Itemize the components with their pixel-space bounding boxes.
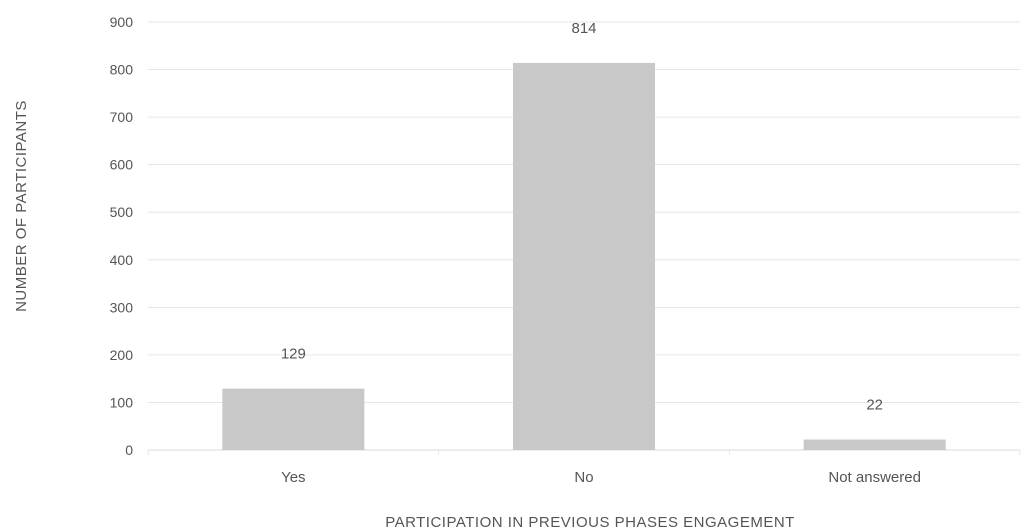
data-labels: 129 814 22	[281, 20, 883, 414]
bars	[222, 62, 946, 451]
x-axis-ticks: Yes No Not answered	[147, 450, 1021, 486]
data-label: 129	[281, 346, 306, 363]
data-label: 814	[571, 20, 596, 37]
bar-no	[513, 62, 655, 451]
x-tick-label: Yes	[281, 469, 305, 486]
y-tick-label: 200	[110, 347, 134, 363]
y-tick-label: 300	[110, 299, 134, 315]
y-tick-label: 500	[110, 204, 134, 220]
y-tick-label: 900	[110, 14, 134, 30]
y-axis-ticks: 0 100 200 300 400 500 600 700 800 900	[110, 14, 134, 458]
data-label: 22	[866, 397, 883, 414]
y-tick-label: 600	[110, 157, 134, 173]
bar-not-answered	[803, 439, 946, 450]
x-tick-label: No	[574, 469, 593, 486]
y-tick-label: 0	[125, 442, 133, 458]
x-axis-title: PARTICIPATION IN PREVIOUS PHASES ENGAGEM…	[385, 514, 795, 531]
x-tick-label: Not answered	[828, 469, 921, 486]
y-tick-label: 400	[110, 252, 134, 268]
y-axis-title: NUMBER OF PARTICIPANTS	[13, 100, 30, 312]
y-tick-label: 800	[110, 62, 134, 78]
bar-yes	[222, 388, 365, 450]
y-tick-label: 100	[110, 394, 134, 410]
y-tick-label: 700	[110, 109, 134, 125]
